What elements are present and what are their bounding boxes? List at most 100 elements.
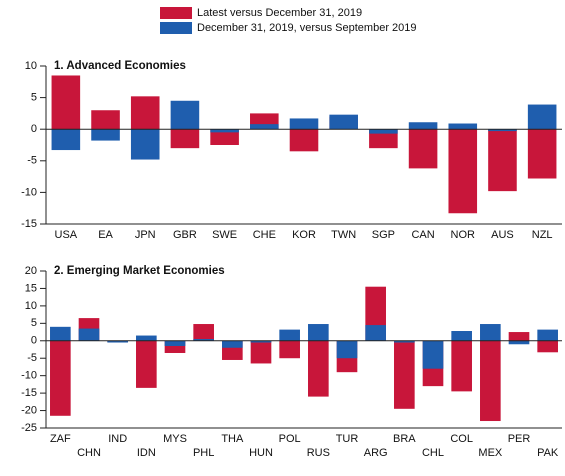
bar: [537, 329, 558, 341]
y-tick-label: 10: [25, 60, 37, 72]
x-tick-label: ZAF: [50, 433, 71, 445]
y-tick-label: 5: [31, 317, 37, 329]
legend-label: Latest versus December 31, 2019: [197, 7, 362, 19]
bar: [527, 104, 557, 130]
bar: [130, 129, 160, 160]
y-tick-label: -15: [21, 387, 37, 399]
y-tick-label: 0: [31, 335, 37, 347]
x-tick-label: NOR: [451, 229, 476, 241]
bar: [329, 114, 358, 130]
bar: [193, 339, 214, 341]
x-tick-label: CHL: [422, 447, 444, 459]
y-tick-label: 20: [25, 265, 37, 277]
bar: [527, 129, 557, 179]
x-tick-label: ARG: [364, 447, 388, 459]
x-tick-label: CAN: [411, 229, 434, 241]
bar: [51, 75, 81, 130]
bar: [365, 325, 386, 341]
bar: [394, 340, 415, 409]
bar: [91, 129, 120, 141]
bar: [336, 340, 358, 359]
bar: [394, 340, 415, 343]
x-tick-label: MYS: [163, 433, 187, 445]
bar: [308, 324, 329, 341]
y-tick-label: 0: [31, 123, 37, 135]
bar: [289, 118, 319, 130]
bar: [279, 340, 300, 359]
y-tick-label: 5: [31, 92, 37, 104]
panel-title: 2. Emerging Market Economies: [54, 265, 225, 277]
bar: [210, 129, 239, 145]
bar: [279, 329, 300, 341]
bar: [50, 326, 71, 341]
x-tick-label: THA: [221, 433, 244, 445]
x-tick-label: SWE: [212, 229, 237, 241]
y-tick-label: 10: [25, 300, 37, 312]
bar: [289, 129, 319, 152]
x-tick-label: COL: [450, 433, 473, 445]
bar: [480, 324, 501, 341]
bar: [107, 340, 128, 343]
x-tick-label: IDN: [137, 447, 156, 459]
x-tick-label: PAK: [537, 447, 559, 459]
x-tick-label: KOR: [292, 229, 316, 241]
bar: [193, 324, 214, 341]
y-tick-label: -15: [21, 218, 37, 230]
bar: [308, 340, 329, 397]
y-tick-label: -5: [27, 352, 37, 364]
x-tick-label: TUR: [336, 433, 359, 445]
bar: [170, 129, 200, 149]
bar: [170, 100, 200, 130]
bar: [51, 129, 81, 151]
y-tick-label: -5: [27, 155, 37, 167]
legend-swatch: [160, 22, 192, 34]
x-tick-label: CHE: [253, 229, 276, 241]
x-tick-label: PHL: [193, 447, 214, 459]
x-tick-label: TWN: [331, 229, 356, 241]
bar: [250, 124, 279, 130]
y-tick-label: -20: [21, 404, 37, 416]
x-tick-label: MEX: [478, 447, 503, 459]
legend-label: December 31, 2019, versus September 2019: [197, 22, 417, 34]
x-tick-label: RUS: [307, 447, 330, 459]
bar: [210, 129, 239, 133]
bar: [91, 110, 120, 130]
x-tick-label: CHN: [77, 447, 101, 459]
bar: [451, 340, 472, 392]
bar: [250, 340, 272, 364]
x-tick-label: JPN: [135, 229, 156, 241]
bar: [130, 96, 160, 130]
legend-swatch: [160, 7, 192, 19]
x-tick-label: BRA: [393, 433, 416, 445]
x-tick-label: USA: [55, 229, 78, 241]
x-tick-label: SGP: [372, 229, 395, 241]
bar: [136, 340, 157, 388]
panel-title: 1. Advanced Economies: [54, 60, 186, 72]
bar: [451, 331, 472, 341]
bar: [164, 340, 186, 347]
bar: [250, 340, 272, 343]
bar: [222, 340, 243, 348]
x-tick-label: GBR: [173, 229, 197, 241]
bar: [508, 340, 530, 345]
x-tick-label: PER: [508, 433, 531, 445]
bar: [488, 129, 517, 132]
bar: [448, 123, 478, 130]
bar: [508, 332, 530, 341]
y-tick-label: -25: [21, 422, 37, 434]
y-tick-label: -10: [21, 186, 37, 198]
bar: [480, 340, 501, 422]
bar: [537, 340, 558, 353]
bar: [422, 340, 444, 369]
y-tick-label: -10: [21, 370, 37, 382]
y-tick-label: 15: [25, 282, 37, 294]
x-tick-label: IND: [108, 433, 127, 445]
x-tick-label: EA: [98, 229, 113, 241]
x-tick-label: HUN: [249, 447, 273, 459]
x-tick-label: POL: [279, 433, 301, 445]
x-tick-label: AUS: [491, 229, 514, 241]
bar: [408, 129, 438, 169]
bar: [136, 335, 157, 341]
bar: [369, 129, 398, 149]
